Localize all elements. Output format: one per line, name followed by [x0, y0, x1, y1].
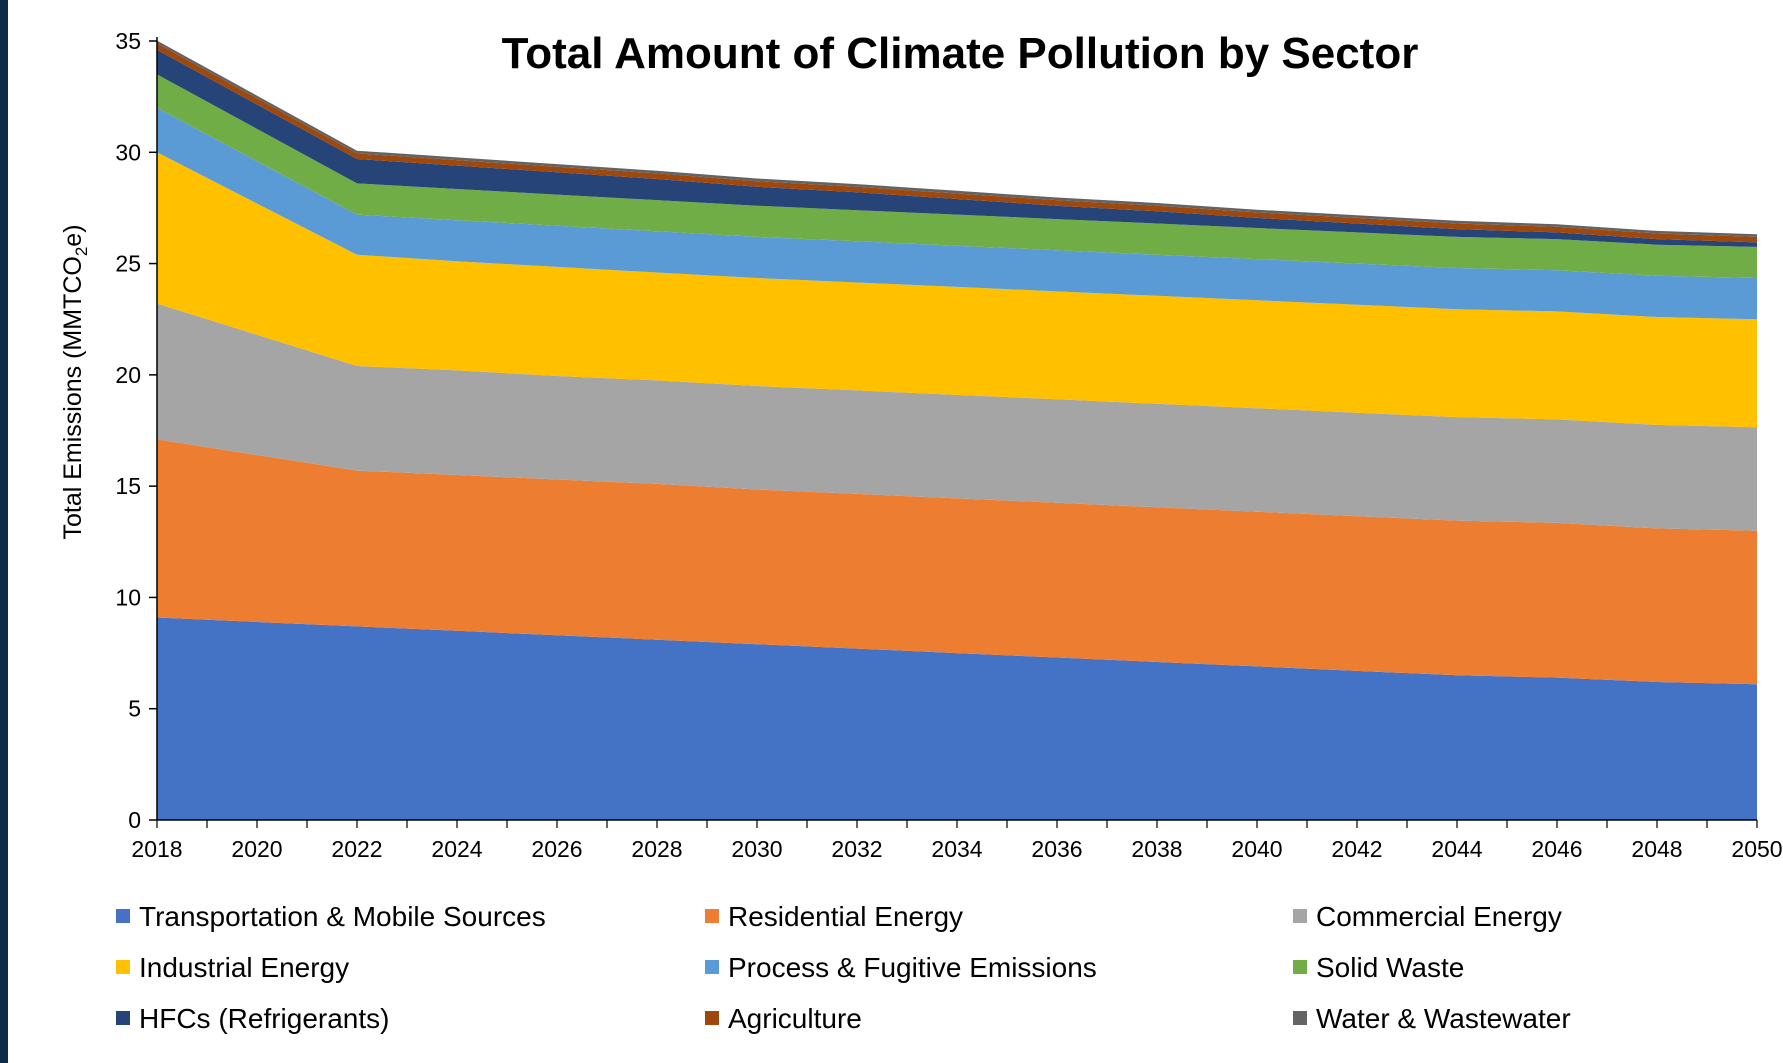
legend-swatch	[1293, 909, 1307, 923]
y-tick-label: 5	[128, 696, 141, 722]
x-tick-label: 2028	[631, 836, 682, 862]
x-tick-label: 2032	[831, 836, 882, 862]
area-series-0	[157, 617, 1757, 820]
legend-label: Solid Waste	[1316, 952, 1464, 983]
x-tick-label: 2050	[1731, 836, 1782, 862]
x-tick-label: 2030	[731, 836, 782, 862]
legend-label: Transportation & Mobile Sources	[139, 901, 546, 932]
area-series-3	[157, 152, 1757, 428]
legend-item-7: Agriculture	[705, 1003, 862, 1034]
legend-item-8: Water & Wastewater	[1293, 1003, 1571, 1034]
y-tick-label: 30	[115, 139, 141, 165]
x-tick-label: 2036	[1031, 836, 1082, 862]
x-tick-label: 2022	[331, 836, 382, 862]
legend-swatch	[116, 1011, 130, 1025]
x-tick-label: 2046	[1531, 836, 1582, 862]
area-series-6	[157, 49, 1757, 247]
legend-label: Water & Wastewater	[1316, 1003, 1571, 1034]
chart-title: Total Amount of Climate Pollution by Sec…	[502, 29, 1419, 78]
area-series-4	[157, 107, 1757, 320]
legend-label: Agriculture	[728, 1003, 862, 1034]
legend-swatch	[116, 960, 130, 974]
y-tick-label: 10	[115, 584, 141, 610]
y-tick-label: 25	[115, 251, 141, 277]
x-tick-label: 2040	[1231, 836, 1282, 862]
y-tick-label: 15	[115, 473, 141, 499]
chart-frame: Total Amount of Climate Pollution by Sec…	[8, 0, 1783, 1063]
legend-item-2: Commercial Energy	[1293, 901, 1562, 932]
legend-label: Residential Energy	[728, 901, 963, 932]
legend-swatch	[1293, 1011, 1307, 1025]
axes: 0 5 10 15 20 25 30 35 2018 2020 2022 2024 2026 2028 20…	[115, 28, 1782, 862]
x-tick-label: 2044	[1431, 836, 1482, 862]
legend-item-3: Industrial Energy	[116, 952, 349, 983]
stacked-areas	[157, 40, 1757, 820]
y-tick-label: 20	[115, 362, 141, 388]
legend-swatch	[705, 1011, 719, 1025]
y-tick-label: 0	[128, 807, 141, 833]
y-axis-title: Total Emissions (MMTCO2e)	[59, 224, 91, 539]
legend-swatch	[705, 960, 719, 974]
y-tick-label: 35	[115, 28, 141, 54]
area-series-5	[157, 74, 1757, 279]
legend-label: HFCs (Refrigerants)	[139, 1003, 389, 1034]
legend-label: Commercial Energy	[1316, 901, 1562, 932]
legend-item-6: HFCs (Refrigerants)	[116, 1003, 389, 1034]
legend-item-1: Residential Energy	[705, 901, 963, 932]
legend: Transportation & Mobile Sources Residenti…	[116, 901, 1571, 1034]
legend-item-4: Process & Fugitive Emissions	[705, 952, 1097, 983]
x-tick-label: 2024	[431, 836, 482, 862]
legend-label: Industrial Energy	[139, 952, 349, 983]
area-series-1	[157, 439, 1757, 685]
x-tick-label: 2018	[131, 836, 182, 862]
legend-swatch	[116, 909, 130, 923]
legend-item-5: Solid Waste	[1293, 952, 1464, 983]
x-tick-label: 2026	[531, 836, 582, 862]
x-tick-label: 2020	[231, 836, 282, 862]
climate-pollution-area-chart: Total Amount of Climate Pollution by Sec…	[59, 28, 1783, 1034]
legend-swatch	[705, 909, 719, 923]
x-tick-label: 2048	[1631, 836, 1682, 862]
x-tick-label: 2042	[1331, 836, 1382, 862]
area-series-2	[157, 303, 1757, 531]
legend-swatch	[1293, 960, 1307, 974]
x-tick-label: 2034	[931, 836, 982, 862]
x-tick-label: 2038	[1131, 836, 1182, 862]
legend-label: Process & Fugitive Emissions	[728, 952, 1097, 983]
legend-item-0: Transportation & Mobile Sources	[116, 901, 546, 932]
